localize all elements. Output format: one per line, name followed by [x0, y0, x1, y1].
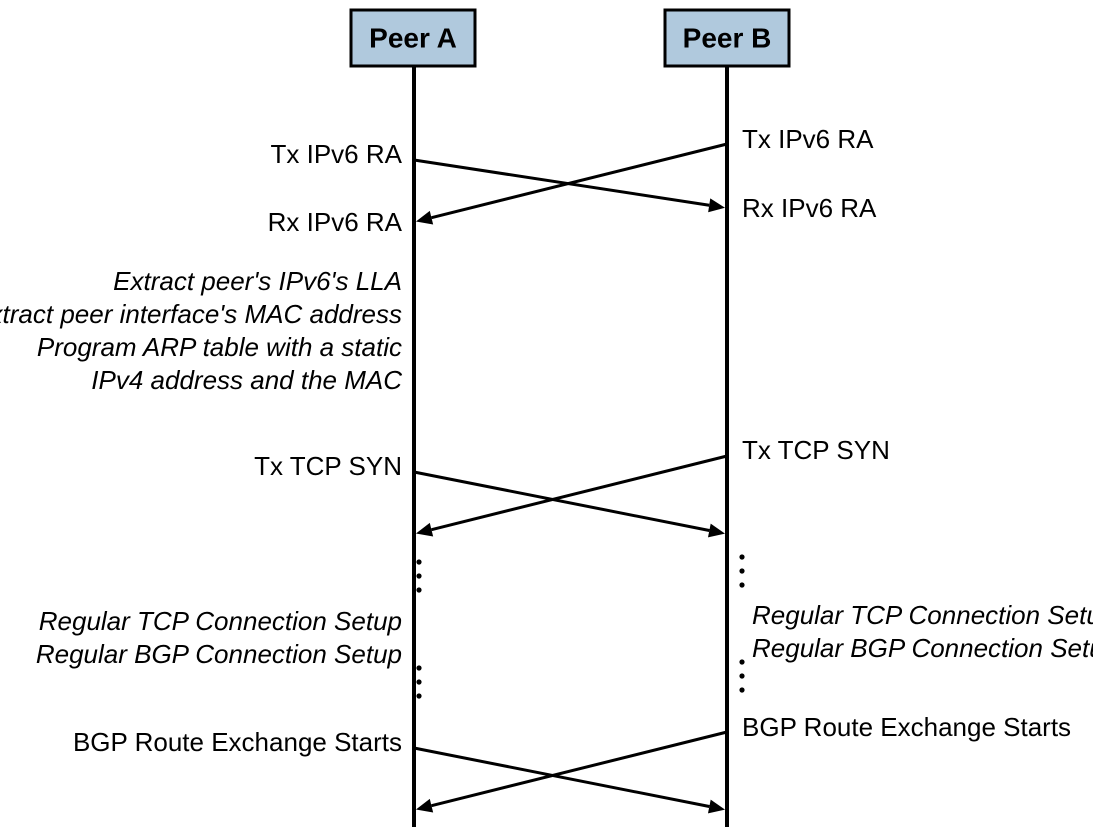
- label-a-tcp-note: Regular TCP Connection Setup: [39, 606, 402, 636]
- sequence-diagram: Peer A Peer B Tx IPv6 RA Tx IPv6 RA Rx IPv6 …: [0, 0, 1093, 827]
- dots-b-1-dot-1: [739, 568, 744, 573]
- arrowhead-syn-a-to-b: [708, 524, 725, 538]
- dots-b-2-dot-2: [739, 687, 744, 692]
- label-a-tx-ra: Tx IPv6 RA: [271, 139, 403, 169]
- dots-b-1-dot-2: [739, 582, 744, 587]
- label-b-rx-ra: Rx IPv6 RA: [742, 193, 877, 223]
- arrowhead-ra-a-to-b: [708, 198, 725, 212]
- arrow-syn-b-to-a: [431, 456, 727, 530]
- label-note-4: IPv4 address and the MAC: [91, 365, 402, 395]
- arrow-bgp-b-to-a: [431, 732, 727, 806]
- arrowhead-syn-b-to-a: [416, 523, 433, 537]
- label-a-bgp-start: BGP Route Exchange Starts: [73, 727, 402, 757]
- label-note-3: Program ARP table with a static: [37, 332, 402, 362]
- dots-a-1-dot-0: [416, 559, 421, 564]
- label-b-bgp-start: BGP Route Exchange Starts: [742, 712, 1071, 742]
- dots-b-1-dot-0: [739, 554, 744, 559]
- label-b-bgp-note: Regular BGP Connection Setup: [752, 633, 1093, 663]
- dots-b-2-dot-0: [739, 659, 744, 664]
- label-b-tx-syn: Tx TCP SYN: [742, 435, 890, 465]
- label-a-rx-ra: Rx IPv6 RA: [268, 207, 403, 237]
- label-b-tcp-note: Regular TCP Connection Setup: [752, 600, 1093, 630]
- arrowhead-bgp-a-to-b: [708, 800, 725, 814]
- peer-a-label: Peer A: [369, 23, 457, 54]
- dots-a-1-dot-1: [416, 573, 421, 578]
- arrowhead-bgp-b-to-a: [416, 799, 433, 813]
- dots-b-2-dot-1: [739, 673, 744, 678]
- arrow-ra-a-to-b: [414, 160, 709, 205]
- peer-b-label: Peer B: [683, 23, 772, 54]
- arrowhead-ra-b-to-a: [416, 211, 433, 225]
- dots-a-1-dot-2: [416, 587, 421, 592]
- dots-a-2-dot-2: [416, 693, 421, 698]
- dots-a-2-dot-0: [416, 665, 421, 670]
- label-a-tx-syn: Tx TCP SYN: [254, 451, 402, 481]
- label-b-tx-ra: Tx IPv6 RA: [742, 124, 874, 154]
- label-a-bgp-note: Regular BGP Connection Setup: [36, 639, 402, 669]
- arrow-ra-b-to-a: [431, 144, 727, 218]
- label-note-1: Extract peer's IPv6's LLA: [113, 266, 402, 296]
- label-note-2: Extract peer interface's MAC address: [0, 299, 402, 329]
- dots-a-2-dot-1: [416, 679, 421, 684]
